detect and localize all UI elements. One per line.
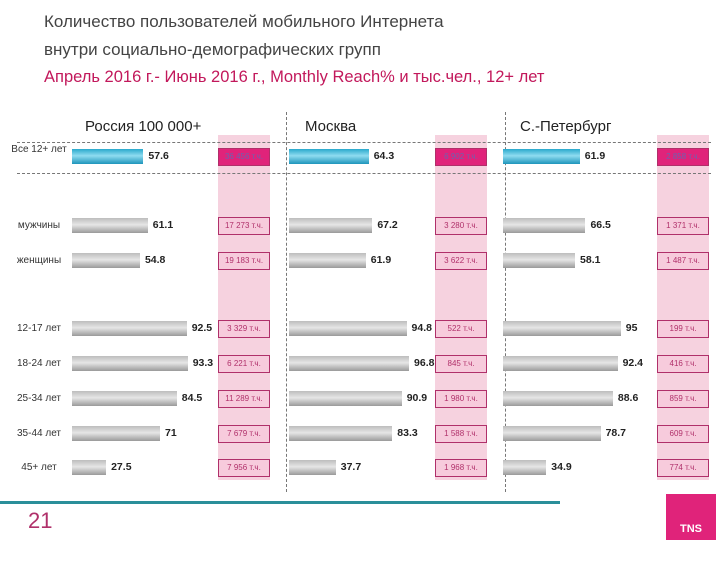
data-label: 88.6 — [617, 392, 639, 404]
category-label: 12-17 лет — [17, 323, 61, 334]
data-label: 83.3 — [397, 427, 418, 439]
data-label: 95 — [625, 322, 638, 334]
count-label: 3 329 т.ч. — [218, 320, 270, 338]
count-label: 1 588 т.ч. — [435, 425, 487, 443]
count-label: 859 т.ч. — [657, 390, 709, 408]
title-line-2: внутри социально-демографических групп — [44, 40, 381, 59]
row-divider — [17, 173, 711, 174]
tns-logo: TNS — [666, 494, 716, 540]
count-column-bg — [218, 135, 270, 480]
data-label: 67.2 — [377, 219, 398, 231]
category-label: 45+ лет — [21, 462, 57, 473]
bar — [72, 460, 107, 475]
column-divider — [505, 112, 506, 492]
count-label: 1 980 т.ч. — [435, 390, 487, 408]
bar — [289, 149, 369, 164]
data-label: 37.7 — [340, 461, 362, 473]
bar — [503, 356, 618, 371]
row-divider — [17, 142, 711, 143]
series-header: С.-Петербург — [520, 118, 612, 135]
data-label: 61.9 — [370, 254, 392, 266]
bar — [289, 426, 393, 441]
page-number: 21 — [28, 508, 53, 533]
count-label: 416 т.ч. — [657, 355, 709, 373]
data-label: 34.9 — [551, 461, 572, 473]
count-label: 11 289 т.ч. — [218, 390, 270, 408]
data-label: 27.5 — [111, 461, 132, 473]
data-label: 57.6 — [148, 150, 169, 162]
data-label: 58.1 — [580, 254, 601, 266]
bar — [503, 460, 547, 475]
bar — [503, 321, 621, 336]
column-divider — [286, 112, 287, 492]
data-label: 92.4 — [622, 357, 643, 369]
data-label: 78.7 — [605, 427, 627, 439]
count-label: 19 183 т.ч. — [218, 252, 270, 270]
bar — [72, 426, 161, 441]
data-label: 64.3 — [373, 150, 395, 162]
data-label: 84.5 — [181, 392, 203, 404]
category-label: 35-44 лет — [17, 428, 61, 439]
count-label: 1 968 т.ч. — [435, 459, 487, 477]
data-label: 92.5 — [191, 322, 213, 334]
count-label: 609 т.ч. — [657, 425, 709, 443]
bar — [503, 149, 580, 164]
count-label: 1 371 т.ч. — [657, 217, 709, 235]
series-header: Россия 100 000+ — [85, 118, 202, 135]
footer-line — [0, 501, 560, 504]
count-label: 36 456 т.ч. — [218, 148, 270, 166]
data-label: 61.1 — [152, 219, 174, 231]
count-label: 1 487 т.ч. — [657, 252, 709, 270]
count-column-bg — [657, 135, 709, 480]
bar — [72, 149, 144, 164]
count-label: 6 902 т.ч. — [435, 148, 487, 166]
bar — [289, 253, 366, 268]
title-line-1: Количество пользователей мобильного Инте… — [44, 12, 444, 31]
count-label: 17 273 т.ч. — [218, 217, 270, 235]
data-label: 96.8 — [414, 357, 435, 369]
bar — [503, 253, 576, 268]
category-label: Все 12+ лет — [11, 144, 67, 155]
count-label: 845 т.ч. — [435, 355, 487, 373]
bar — [72, 356, 188, 371]
count-label: 7 679 т.ч. — [218, 425, 270, 443]
bar — [289, 356, 410, 371]
data-label: 61.9 — [584, 150, 606, 162]
count-label: 3 280 т.ч. — [435, 217, 487, 235]
bar — [72, 321, 187, 336]
bar — [289, 391, 402, 406]
bar — [72, 218, 148, 233]
data-label: 71 — [165, 427, 177, 439]
series-header: Москва — [305, 118, 357, 135]
category-label: 18-24 лет — [17, 358, 61, 369]
data-label: 94.8 — [411, 322, 432, 334]
data-label: 93.3 — [192, 357, 214, 369]
count-label: 3 622 т.ч. — [435, 252, 487, 270]
bar — [289, 460, 336, 475]
count-column-bg — [435, 135, 487, 480]
data-label: 54.8 — [144, 254, 166, 266]
count-label: 774 т.ч. — [657, 459, 709, 477]
data-label: 66.5 — [590, 219, 611, 231]
count-label: 7 956 т.ч. — [218, 459, 270, 477]
category-label: 25-34 лет — [17, 393, 61, 404]
bar — [503, 218, 586, 233]
subtitle: Апрель 2016 г.- Июнь 2016 г., Monthly Re… — [44, 68, 545, 86]
count-label: 6 221 т.ч. — [218, 355, 270, 373]
count-label: 2 858 т.ч. — [657, 148, 709, 166]
bar — [503, 426, 601, 441]
data-label: 90.9 — [406, 392, 428, 404]
count-label: 522 т.ч. — [435, 320, 487, 338]
category-label: мужчины — [17, 220, 61, 231]
bar — [72, 253, 140, 268]
bar — [503, 391, 613, 406]
bar — [289, 218, 373, 233]
count-label: 199 т.ч. — [657, 320, 709, 338]
bar — [72, 391, 177, 406]
category-label: женщины — [16, 255, 62, 266]
bar — [289, 321, 407, 336]
